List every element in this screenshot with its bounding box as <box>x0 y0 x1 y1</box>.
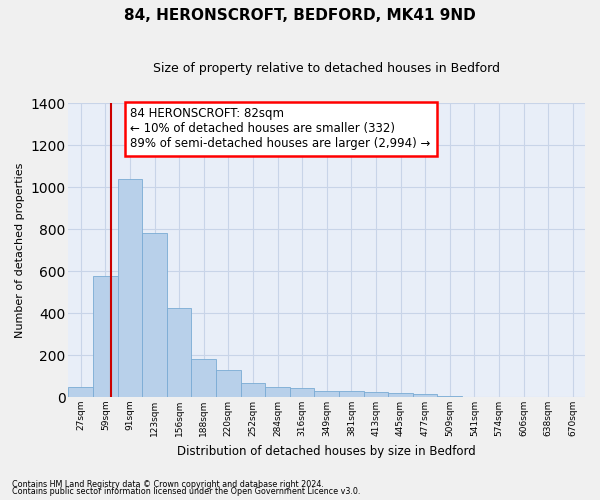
Bar <box>437 396 462 397</box>
Bar <box>339 391 364 397</box>
Bar <box>241 384 265 397</box>
Bar <box>216 370 241 397</box>
Bar <box>314 390 339 397</box>
Bar <box>265 386 290 397</box>
Text: Contains HM Land Registry data © Crown copyright and database right 2024.: Contains HM Land Registry data © Crown c… <box>12 480 324 489</box>
Bar <box>290 388 314 397</box>
X-axis label: Distribution of detached houses by size in Bedford: Distribution of detached houses by size … <box>178 444 476 458</box>
Bar <box>68 387 93 397</box>
Bar <box>118 178 142 397</box>
Bar <box>93 276 118 397</box>
Text: 84 HERONSCROFT: 82sqm
← 10% of detached houses are smaller (332)
89% of semi-det: 84 HERONSCROFT: 82sqm ← 10% of detached … <box>130 108 431 150</box>
Text: Contains public sector information licensed under the Open Government Licence v3: Contains public sector information licen… <box>12 487 361 496</box>
Bar <box>364 392 388 397</box>
Title: Size of property relative to detached houses in Bedford: Size of property relative to detached ho… <box>153 62 500 76</box>
Y-axis label: Number of detached properties: Number of detached properties <box>15 162 25 338</box>
Bar <box>191 359 216 397</box>
Bar <box>413 394 437 397</box>
Bar <box>388 393 413 397</box>
Bar <box>142 233 167 397</box>
Bar <box>167 308 191 397</box>
Text: 84, HERONSCROFT, BEDFORD, MK41 9ND: 84, HERONSCROFT, BEDFORD, MK41 9ND <box>124 8 476 22</box>
